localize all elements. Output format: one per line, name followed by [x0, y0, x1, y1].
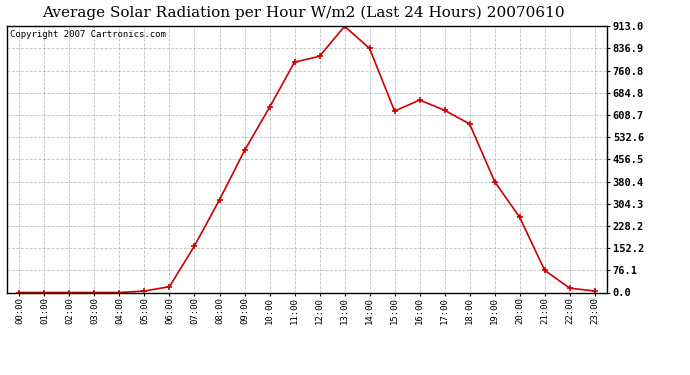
Text: Copyright 2007 Cartronics.com: Copyright 2007 Cartronics.com: [10, 30, 166, 39]
Text: Average Solar Radiation per Hour W/m2 (Last 24 Hours) 20070610: Average Solar Radiation per Hour W/m2 (L…: [42, 6, 565, 20]
